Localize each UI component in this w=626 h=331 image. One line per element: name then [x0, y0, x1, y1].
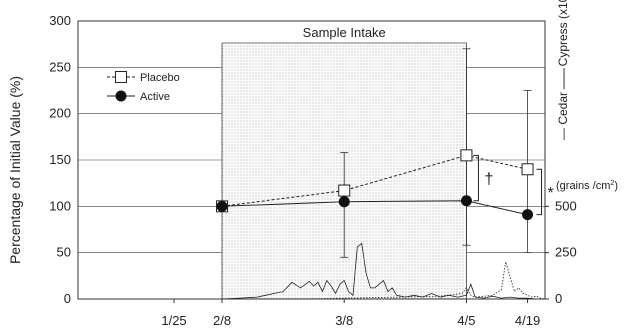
x-tick-label: 2/8 [213, 313, 231, 328]
data-point-placebo [338, 184, 351, 197]
series-line-placebo [221, 154, 528, 207]
y-tick-label-left: 50 [57, 245, 71, 260]
legend-label-active: Active [140, 91, 170, 103]
significance-symbol: * [548, 185, 554, 202]
series-line-active [221, 200, 528, 216]
data-series [216, 48, 534, 258]
unit-superscript: 2 [610, 180, 614, 187]
y-tick-label-left: 200 [49, 106, 71, 121]
y-axis-label-cedar: — Cedar ------- Cypress (x10) [556, 0, 570, 140]
y-tick-label-right: 0 [555, 291, 562, 306]
legend: Placebo Active [107, 71, 180, 103]
legend-marker-active [115, 90, 127, 102]
legend-label-placebo: Placebo [140, 72, 180, 84]
x-tick-label: 3/8 [335, 313, 353, 328]
x-tick-label: 4/5 [457, 313, 475, 328]
significance-symbol: † [484, 171, 493, 188]
data-point-active [216, 200, 228, 212]
y-tick-label-right: 500 [555, 198, 577, 213]
significance-bracket [473, 154, 479, 202]
axes: 0 50 100 150 200 250 300 0 250 500 1/25 2/8 3/8 4/5 4/… [49, 13, 576, 328]
pollen-line-cedar [78, 242, 545, 300]
pollen-line-cypress [78, 261, 546, 300]
y-tick-label-right: 250 [555, 245, 577, 260]
y-tick-label-left: 150 [49, 152, 71, 167]
data-point-active [338, 196, 350, 208]
cedar-label: Cedar [556, 92, 570, 125]
x-tick-label: 4/19 [515, 313, 540, 328]
data-point-active [460, 195, 472, 207]
y-axis-unit-label: (grains /cm2) [556, 180, 618, 192]
unit-text: (grains /cm [556, 180, 610, 192]
legend-marker-placebo [115, 71, 127, 83]
y-axis-label-left: Percentage of Initial Value (%) [7, 76, 23, 264]
significance-markers: †* [473, 154, 554, 216]
data-point-placebo [521, 163, 534, 176]
cypress-line-sample: ------- [556, 66, 570, 92]
cedar-line-sample: — [556, 125, 570, 140]
y-tick-label-left: 300 [49, 13, 71, 28]
pollen-series [78, 242, 546, 300]
unit-close: ) [614, 180, 618, 192]
sample-intake-label: Sample Intake [303, 25, 386, 40]
data-point-placebo [460, 149, 473, 162]
y-tick-label-left: 250 [49, 59, 71, 74]
y-tick-label-left: 0 [64, 291, 71, 306]
y-axis-label-right: — Cedar ------- Cypress (x10) (grains /cm… [556, 0, 618, 192]
x-tick-label: 1/25 [161, 313, 186, 328]
cypress-label: Cypress (x10) [556, 0, 570, 66]
significance-bracket [536, 168, 543, 216]
data-point-active [522, 209, 534, 221]
plot-frame [77, 20, 546, 300]
y-tick-label-left: 100 [49, 198, 71, 213]
